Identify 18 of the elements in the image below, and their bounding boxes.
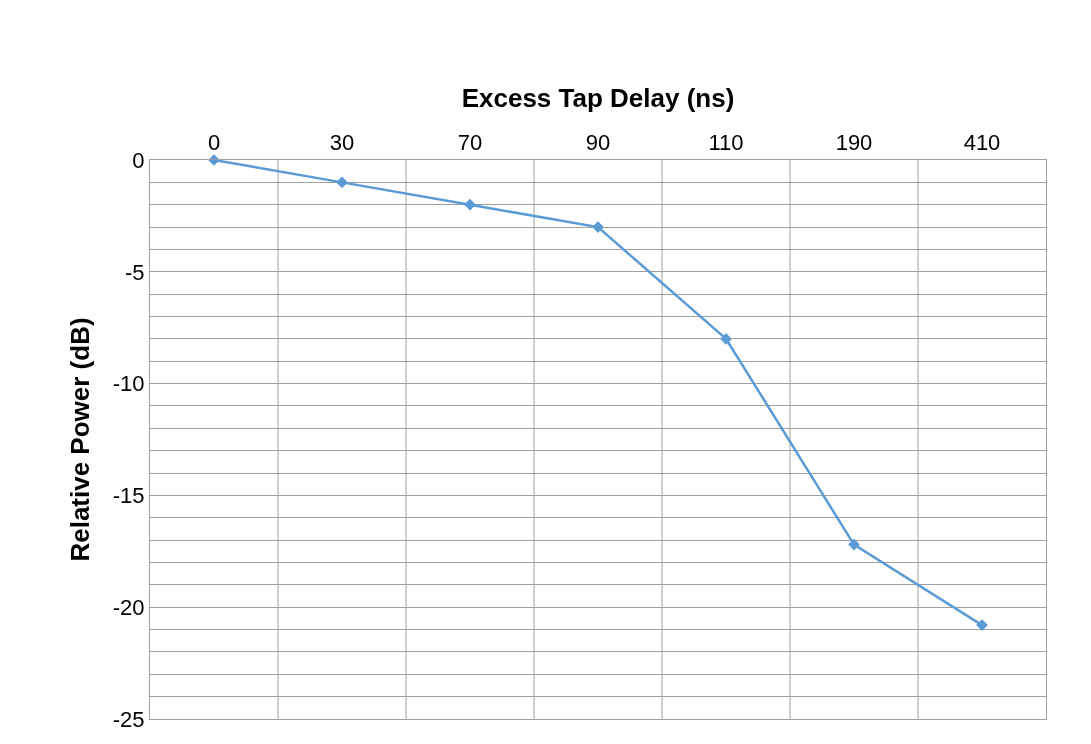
x-tick-label: 0	[207, 130, 221, 156]
x-tick-label: 70	[457, 130, 483, 156]
point	[848, 538, 860, 551]
y-axis-title: Relative Power (dB)	[65, 317, 96, 562]
y-tick-label: -10	[112, 371, 145, 397]
y-tick-label: -25	[112, 706, 145, 732]
point	[464, 198, 476, 211]
y-tick-label: 0	[132, 147, 145, 173]
y-tick-label: -20	[112, 594, 145, 620]
x-tick-label: 90	[585, 130, 611, 156]
y-tick-label: -15	[112, 483, 145, 509]
x-tick-label: 410	[963, 130, 1001, 156]
x-tick-label: 110	[708, 130, 744, 156]
x-tick-label: 30	[329, 130, 355, 156]
point	[336, 176, 348, 189]
y-tick-label: -5	[125, 259, 145, 285]
x-axis-title: Excess Tap Delay (ns)	[461, 82, 735, 113]
x-tick-label: 190	[835, 130, 873, 156]
